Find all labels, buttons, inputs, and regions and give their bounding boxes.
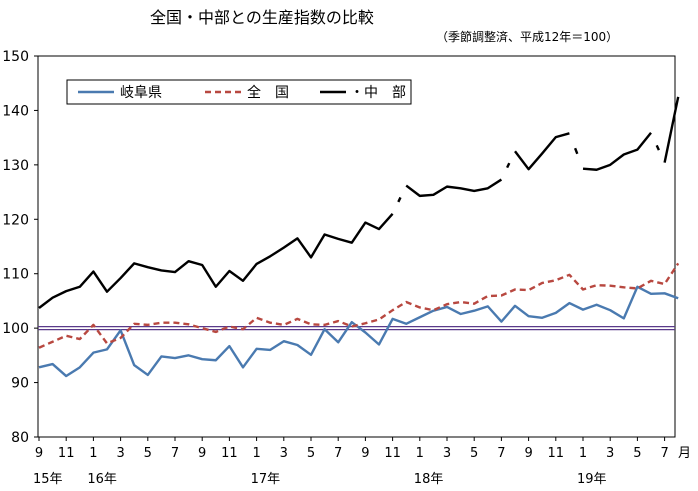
x-tick-label: 7 [497,446,505,461]
plot-area [37,55,676,438]
year-label: 18年 [414,472,444,487]
x-tick-label: 3 [606,446,614,461]
series-2-dot [397,196,402,203]
x-tick-label: 1 [89,446,97,461]
series-2-dot [506,162,511,169]
x-tick-label: 7 [171,446,179,461]
series-2-line [582,131,652,171]
x-tick-label: 11 [58,446,75,461]
x-unit-label: 月 [678,446,691,461]
y-tick-label: 120 [2,212,29,228]
x-tick-label: 1 [416,446,424,461]
y-tick-label: 90 [11,376,29,392]
year-label: 19年 [577,472,607,487]
chart-title: 全国・中部との生産指数の比較 [150,8,374,27]
x-tick-label: 3 [116,446,124,461]
series-2-dot [573,147,579,155]
y-tick-label: 140 [2,103,29,119]
x-tick-label: 1 [579,446,587,461]
x-tick-label: 5 [307,446,315,461]
x-tick-label: 11 [384,446,401,461]
x-tick-label: 9 [524,446,532,461]
year-label: 17年 [251,472,281,487]
series-2-line [663,96,680,163]
y-tick-label: 110 [2,267,29,283]
year-label: 16年 [87,472,117,487]
legend-label: ・中 部 [350,85,406,101]
series-2-dot [655,144,660,151]
y-tick-label: 80 [11,430,29,446]
x-tick-label: 9 [361,446,369,461]
x-tick-label: 11 [221,446,238,461]
legend-label: 岐阜県 [120,84,162,101]
x-tick-label: 7 [660,446,668,461]
y-tick-label: 130 [2,158,29,174]
y-tick-label: 150 [2,49,29,65]
x-tick-label: 3 [443,446,451,461]
x-tick-label: 1 [252,446,260,461]
legend-label: 全 国 [247,84,289,101]
series-2-line [38,213,394,309]
series-1-line [38,262,680,349]
x-tick-label: 5 [144,446,152,461]
year-label: 15年 [33,472,63,487]
chart-subtitle: （季節調整済、平成12年＝100） [436,30,619,44]
series-2-line [514,132,570,171]
x-tick-label: 5 [633,446,641,461]
y-tick-label: 100 [2,321,29,337]
x-tick-label: 9 [35,446,43,461]
x-tick-label: 5 [470,446,478,461]
x-tick-label: 7 [334,446,342,461]
x-tick-label: 11 [548,446,565,461]
series-2-line [405,178,503,198]
series-0-line [38,285,679,378]
x-tick-label: 9 [198,446,206,461]
x-tick-label: 3 [280,446,288,461]
